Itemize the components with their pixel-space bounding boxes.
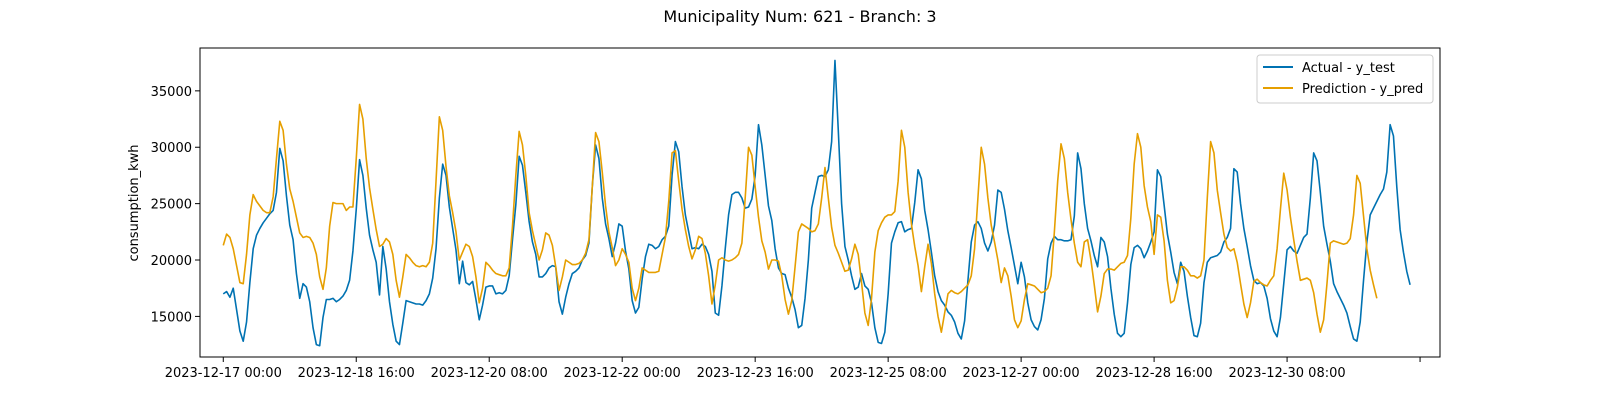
legend: Actual - y_test Prediction - y_pred <box>1256 54 1434 104</box>
x-tick-label: 2023-12-22 00:00 <box>564 366 681 381</box>
series-line-actual <box>222 59 1411 347</box>
x-tick-label: 2023-12-20 08:00 <box>431 366 548 381</box>
x-tick-label: 2023-12-23 16:00 <box>697 366 814 381</box>
series-layer <box>222 59 1411 347</box>
y-tick-label: 35000 <box>151 85 192 100</box>
legend-label-actual: Actual - y_test <box>1302 61 1395 76</box>
y-axis: 15000 20000 25000 30000 35000 <box>151 85 200 325</box>
axes-frame <box>199 47 1441 358</box>
legend-box <box>1256 54 1434 104</box>
chart-title: Municipality Num: 621 - Branch: 3 <box>663 7 936 26</box>
y-tick-label: 30000 <box>151 141 192 156</box>
legend-label-prediction: Prediction - y_pred <box>1302 82 1423 97</box>
x-tick-label: 2023-12-27 00:00 <box>963 366 1080 381</box>
x-axis: 2023-12-17 00:00 2023-12-18 16:00 2023-12-… <box>165 357 1421 381</box>
x-tick-label: 2023-12-17 00:00 <box>165 366 282 381</box>
x-tick-label: 2023-12-28 16:00 <box>1096 366 1213 381</box>
plot-area <box>199 47 1441 358</box>
y-tick-label: 25000 <box>151 198 192 213</box>
y-axis-label: consumption_kwh <box>127 144 142 261</box>
series-line-prediction <box>222 103 1378 333</box>
x-tick-label: 2023-12-25 08:00 <box>830 366 947 381</box>
x-tick-label: 2023-12-30 08:00 <box>1228 366 1345 381</box>
y-tick-label: 20000 <box>151 254 192 269</box>
y-tick-label: 15000 <box>151 310 192 325</box>
x-tick-label: 2023-12-18 16:00 <box>298 366 415 381</box>
